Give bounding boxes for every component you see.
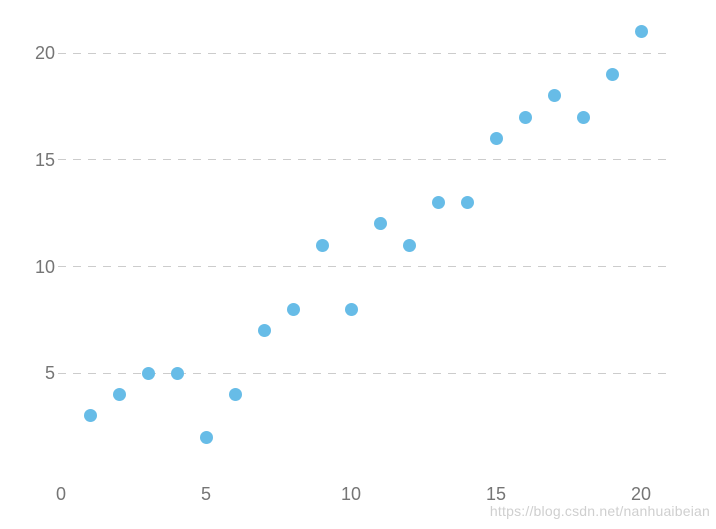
x-axis-tick-label: 0 — [55, 484, 66, 504]
data-point — [199, 430, 213, 444]
data-point — [402, 238, 416, 252]
data-point — [605, 67, 619, 81]
gridline-y-15 — [58, 159, 670, 161]
y-axis-tick-label: 15 — [34, 149, 55, 170]
data-point — [431, 195, 445, 209]
data-point — [257, 324, 271, 338]
data-point — [489, 131, 503, 145]
gridline-y-5 — [58, 372, 670, 374]
data-point — [170, 366, 184, 380]
gridline-y-10 — [58, 266, 670, 267]
x-axis-tick-label: 10 — [340, 484, 362, 504]
data-point — [460, 195, 474, 209]
y-axis-tick-label: 10 — [34, 256, 55, 277]
data-point — [576, 110, 590, 124]
data-point — [112, 388, 126, 402]
data-point — [373, 217, 387, 231]
data-point — [228, 388, 242, 402]
x-axis-tick-label: 5 — [200, 484, 211, 504]
data-point — [634, 25, 648, 39]
x-axis-tick-label: 20 — [630, 484, 652, 504]
x-axis-tick-label: 15 — [485, 484, 507, 504]
data-point — [344, 302, 358, 316]
watermark: https://blog.csdn.net/nanhuaibeian — [489, 503, 710, 519]
data-point — [286, 302, 300, 316]
y-axis-tick-label: 20 — [34, 43, 55, 63]
y-axis-tick-label: 5 — [44, 363, 55, 384]
data-point — [315, 238, 329, 252]
gridline-y-20 — [58, 52, 670, 54]
data-point — [518, 110, 532, 124]
data-point — [141, 366, 155, 380]
data-point — [547, 89, 561, 103]
data-point — [83, 409, 97, 423]
